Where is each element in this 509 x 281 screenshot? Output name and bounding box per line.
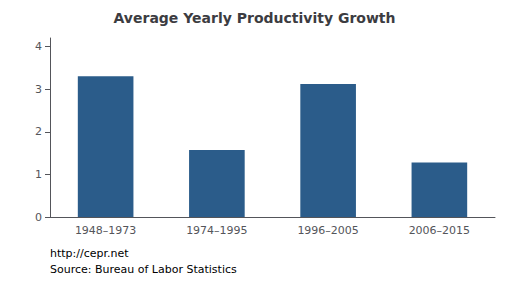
svg-text:1948–1973: 1948–1973 [75,224,137,237]
svg-text:1: 1 [35,168,42,181]
svg-text:2006–2015: 2006–2015 [409,224,471,237]
svg-text:4: 4 [35,40,42,53]
svg-text:http://cepr.net: http://cepr.net [50,247,129,260]
svg-text:2: 2 [35,125,42,138]
svg-text:1996–2005: 1996–2005 [297,224,359,237]
svg-text:Source: Bureau of Labor Statis: Source: Bureau of Labor Statistics [50,263,237,276]
svg-text:1974–1995: 1974–1995 [186,224,248,237]
svg-text:Average Yearly Productivity Gr: Average Yearly Productivity Growth [114,10,396,26]
svg-text:3: 3 [35,83,42,96]
svg-text:0: 0 [35,211,42,224]
